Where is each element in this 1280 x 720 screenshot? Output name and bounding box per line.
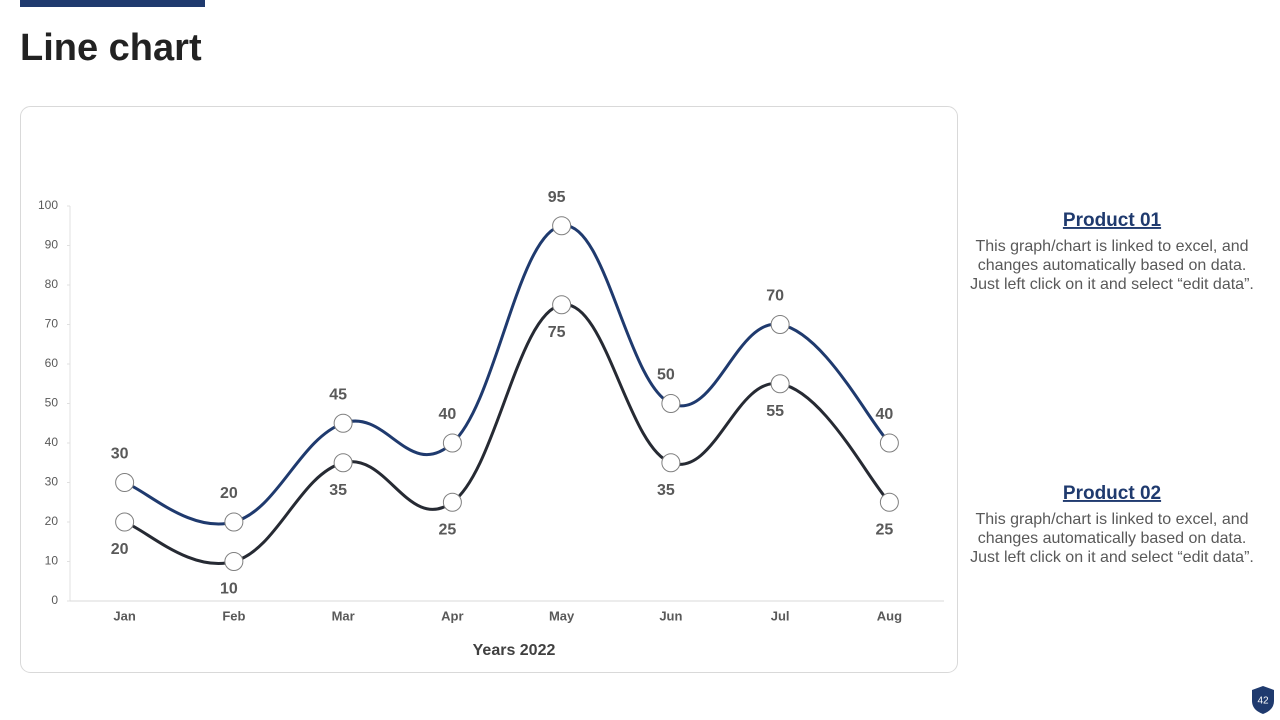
- point: [224, 512, 244, 532]
- line: [124, 303, 891, 565]
- panel-text: This graph/chart is linked to excel, and: [975, 511, 1248, 528]
- point: [333, 413, 353, 433]
- panel-text: This graph/chart is linked to excel, and: [975, 238, 1248, 255]
- data-label: 75: [548, 324, 566, 341]
- point: [115, 473, 135, 492]
- y-tick-label: 50: [45, 396, 59, 410]
- x-tick-label: Jul: [771, 608, 790, 623]
- x-tick-label: May: [549, 608, 575, 623]
- point: [115, 512, 135, 532]
- data-label: 40: [875, 406, 893, 423]
- data-label: 95: [548, 189, 566, 206]
- data-label: 35: [329, 482, 347, 499]
- x-tick-label: Apr: [441, 608, 463, 623]
- point: [442, 433, 462, 453]
- y-tick-label: 30: [45, 475, 59, 489]
- x-tick-label: Mar: [332, 608, 355, 623]
- point: [552, 295, 572, 315]
- y-tick-label: 100: [38, 198, 58, 212]
- point: [333, 453, 353, 473]
- y-tick-label: 70: [45, 317, 59, 331]
- y-tick-label: 20: [45, 514, 59, 528]
- panel-text: Just left click on it and select “edit d…: [970, 276, 1254, 293]
- data-label: 50: [657, 367, 675, 384]
- panel-title: Product 02: [1063, 483, 1161, 504]
- data-label: 45: [329, 386, 347, 403]
- panel-text: changes automatically based on data.: [978, 530, 1247, 547]
- slide-title: Line chart: [20, 27, 202, 69]
- x-tick-label: Feb: [222, 608, 245, 623]
- point: [770, 374, 790, 394]
- data-label: 40: [438, 406, 456, 423]
- page-number: 42: [1257, 696, 1269, 707]
- point: [224, 552, 244, 571]
- line: [124, 224, 891, 526]
- panel-text: changes automatically based on data.: [978, 257, 1247, 274]
- data-label: 20: [111, 541, 129, 558]
- x-tick-label: Aug: [877, 608, 902, 623]
- point: [661, 453, 681, 473]
- x-tick-label: Jun: [659, 608, 682, 623]
- y-tick-label: 60: [45, 356, 59, 370]
- x-axis-title: Years 2022: [473, 642, 556, 659]
- data-label: 25: [438, 521, 456, 538]
- point: [879, 492, 899, 512]
- data-label: 55: [766, 403, 784, 420]
- top-bar: [20, 0, 205, 7]
- data-label: 30: [111, 446, 129, 463]
- y-tick-label: 0: [51, 593, 58, 607]
- point: [661, 394, 681, 413]
- point: [552, 216, 572, 236]
- point: [770, 315, 790, 334]
- data-label: 70: [766, 288, 784, 305]
- y-tick-label: 90: [45, 238, 59, 252]
- panel-title: Product 01: [1063, 210, 1162, 231]
- data-label: 10: [220, 581, 238, 598]
- data-label: 35: [657, 482, 675, 499]
- y-tick-label: 40: [45, 435, 59, 449]
- y-tick-label: 10: [45, 554, 59, 568]
- point: [442, 492, 462, 512]
- point: [879, 433, 899, 453]
- data-label: 20: [220, 485, 238, 502]
- chart-frame: [20, 106, 958, 673]
- data-label: 25: [875, 521, 893, 538]
- x-tick-label: Jan: [113, 608, 135, 623]
- y-tick-label: 80: [45, 277, 59, 291]
- page-badge: [1252, 686, 1274, 714]
- panel-text: Just left click on it and select “edit d…: [970, 549, 1254, 566]
